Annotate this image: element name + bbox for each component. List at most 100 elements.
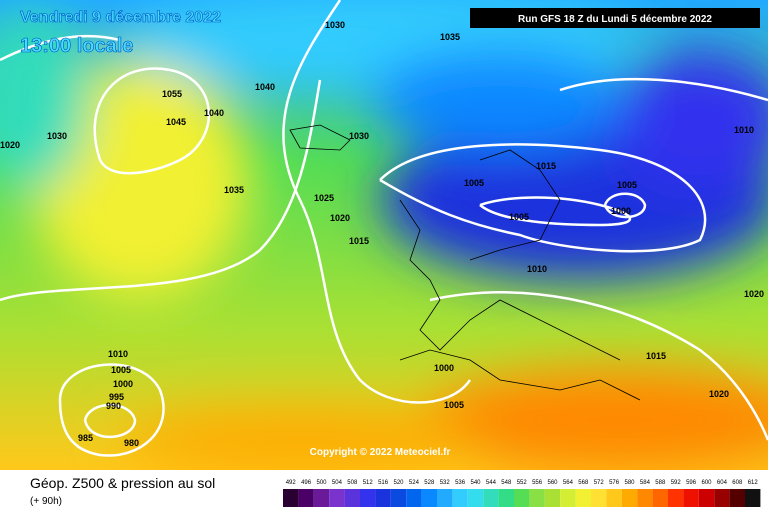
scale-label: 504: [332, 480, 343, 486]
scale-swatch: [652, 489, 668, 507]
scale-swatch: [483, 489, 499, 507]
copyright: Copyright © 2022 Meteociel.fr: [310, 447, 451, 458]
scale-swatch: [714, 489, 730, 507]
scale-label: 572: [594, 480, 605, 486]
isobar-label: 980: [124, 438, 139, 448]
scale-label: 524: [409, 480, 420, 486]
isobar-label: 1005: [509, 212, 529, 222]
scale-swatch: [591, 489, 607, 507]
isobar-label: 1010: [734, 125, 754, 135]
isobar-label: 1005: [617, 180, 637, 190]
scale-label: 600: [701, 480, 712, 486]
scale-swatch: [606, 489, 622, 507]
scale-swatch: [329, 489, 345, 507]
scale-label: 588: [655, 480, 666, 486]
isobar-label: 1020: [744, 289, 764, 299]
scale-swatch: [498, 489, 514, 507]
isobar-label: 1035: [440, 32, 460, 42]
scale-label: 516: [378, 480, 389, 486]
isobar-label: 1010: [527, 264, 547, 274]
scale-label: 512: [363, 480, 374, 486]
scale-swatch: [529, 489, 545, 507]
run-info: Run GFS 18 Z du Lundi 5 décembre 2022: [518, 14, 712, 25]
isobar-label: 1005: [111, 365, 131, 375]
isobar-label: 1020: [330, 213, 350, 223]
scale-label: 540: [470, 480, 481, 486]
isobar-label: 995: [109, 392, 124, 402]
scale-swatch: [437, 489, 453, 507]
scale-label: 536: [455, 480, 466, 486]
scale-label: 496: [301, 480, 312, 486]
scale-swatch: [698, 489, 715, 507]
scale-label: 552: [517, 480, 528, 486]
isobar-label: 1040: [204, 108, 224, 118]
scale-swatch: [544, 489, 561, 507]
scale-label: 544: [486, 480, 497, 486]
isobar-label: 1005: [464, 178, 484, 188]
scale-label: 580: [624, 480, 635, 486]
isobar-label: 1045: [166, 117, 186, 127]
scale-swatch: [283, 489, 299, 507]
scale-label: 612: [748, 480, 759, 486]
isobar-label: 1015: [349, 236, 369, 246]
scale-swatch: [745, 489, 761, 507]
scale-label: 564: [563, 480, 574, 486]
isobar-label: 1000: [434, 363, 454, 373]
scale-swatch: [313, 489, 330, 507]
isobar-label: 1015: [536, 161, 556, 171]
scale-swatch: [637, 489, 653, 507]
isobar-label: 1015: [646, 351, 666, 361]
scale-label: 576: [609, 480, 620, 486]
isobar-label: 1030: [325, 20, 345, 30]
isobars: [0, 0, 768, 456]
isobar-label: 1000: [611, 206, 631, 216]
isobar-label: 1000: [113, 379, 133, 389]
scale-label: 596: [686, 480, 697, 486]
isobar-label: 990: [106, 401, 121, 411]
scale-swatch: [560, 489, 576, 507]
scale-swatch: [621, 489, 638, 507]
scale-swatch: [514, 489, 530, 507]
footer-lead: (+ 90h): [30, 496, 62, 507]
scale-swatch: [575, 489, 591, 507]
isobar-label: 1055: [162, 89, 182, 99]
scale-swatch: [452, 489, 468, 507]
scale-swatch: [668, 489, 684, 507]
isobar-label: 1010: [108, 349, 128, 359]
scale-label: 532: [440, 480, 451, 486]
local-time: 13:00 locale: [20, 35, 133, 57]
coastlines: [289, 124, 641, 401]
valid-date: Vendredi 9 décembre 2022: [20, 9, 221, 26]
scale-label: 528: [424, 480, 435, 486]
scale-label: 568: [578, 480, 589, 486]
isobar-label: 1035: [224, 185, 244, 195]
scale-swatch: [390, 489, 407, 507]
isobar-label: 1005: [444, 400, 464, 410]
scale-label: 492: [286, 480, 297, 486]
footer-title: Géop. Z500 & pression au sol: [30, 475, 215, 491]
scale-swatch: [421, 489, 437, 507]
scale-label: 556: [532, 480, 543, 486]
scale-label: 520: [393, 480, 404, 486]
isobar-label: 1030: [47, 131, 67, 141]
scale-swatch: [375, 489, 391, 507]
scale-label: 592: [671, 480, 682, 486]
scale-label: 560: [547, 480, 558, 486]
scale-label: 508: [347, 480, 358, 486]
scale-label: 548: [501, 480, 512, 486]
run-box: [470, 8, 760, 28]
isobar-label: 1020: [0, 140, 20, 150]
isobar-label: 1020: [709, 389, 729, 399]
scale-swatch: [467, 489, 484, 507]
scale-label: 584: [640, 480, 651, 486]
scale-label: 608: [732, 480, 743, 486]
scale-swatch: [298, 489, 314, 507]
isobar-label: 1030: [349, 131, 369, 141]
isobar-label: 1040: [255, 82, 275, 92]
scale-swatch: [406, 489, 422, 507]
scale-swatch: [344, 489, 360, 507]
scale-swatch: [683, 489, 699, 507]
isobar-label: 985: [78, 433, 93, 443]
scale-label: 500: [316, 480, 327, 486]
